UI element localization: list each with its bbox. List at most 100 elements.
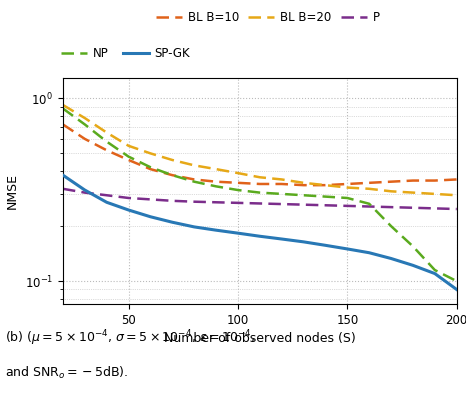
NP bbox=[410, 244, 416, 249]
NP bbox=[432, 268, 438, 273]
NP bbox=[60, 106, 66, 111]
BL B=20 bbox=[432, 191, 438, 196]
SP-GK bbox=[170, 220, 175, 225]
SP-GK bbox=[301, 239, 306, 244]
SP-GK bbox=[454, 287, 459, 292]
NP bbox=[148, 165, 153, 170]
BL B=10 bbox=[301, 183, 306, 188]
SP-GK bbox=[104, 200, 110, 205]
BL B=10 bbox=[104, 148, 110, 153]
P bbox=[432, 206, 438, 211]
BL B=20 bbox=[235, 171, 241, 175]
Text: (b) ($\mu = 5 \times 10^{-4}$, $\sigma = 5 \times 10^{-4}$, $\epsilon = 10^{-4}$: (b) ($\mu = 5 \times 10^{-4}$, $\sigma =… bbox=[5, 328, 255, 348]
BL B=20 bbox=[82, 115, 88, 120]
P bbox=[366, 204, 372, 209]
P bbox=[148, 197, 153, 202]
SP-GK bbox=[410, 263, 416, 268]
BL B=20 bbox=[279, 177, 284, 182]
SP-GK bbox=[60, 173, 66, 177]
NP bbox=[322, 194, 328, 199]
Line: NP: NP bbox=[63, 109, 457, 281]
Legend: NP, SP-GK: NP, SP-GK bbox=[61, 47, 190, 60]
BL B=10 bbox=[148, 167, 153, 172]
NP bbox=[344, 195, 350, 200]
Line: SP-GK: SP-GK bbox=[63, 175, 457, 290]
BL B=20 bbox=[322, 183, 328, 188]
P bbox=[170, 198, 175, 203]
BL B=20 bbox=[148, 151, 153, 156]
BL B=20 bbox=[104, 130, 110, 135]
NP bbox=[126, 154, 131, 159]
SP-GK bbox=[344, 246, 350, 251]
NP bbox=[279, 191, 284, 196]
P bbox=[213, 200, 219, 205]
BL B=10 bbox=[322, 183, 328, 188]
NP bbox=[170, 173, 175, 177]
SP-GK bbox=[148, 214, 153, 219]
NP bbox=[82, 122, 88, 127]
NP bbox=[192, 179, 197, 184]
SP-GK bbox=[257, 234, 262, 239]
BL B=20 bbox=[126, 143, 131, 148]
BL B=10 bbox=[126, 157, 131, 162]
P bbox=[235, 200, 241, 205]
BL B=10 bbox=[82, 136, 88, 141]
P bbox=[388, 205, 394, 210]
SP-GK bbox=[388, 256, 394, 261]
BL B=20 bbox=[257, 175, 262, 180]
BL B=10 bbox=[454, 177, 459, 182]
P bbox=[60, 186, 66, 191]
BL B=10 bbox=[257, 182, 262, 186]
BL B=10 bbox=[213, 179, 219, 184]
BL B=10 bbox=[60, 122, 66, 127]
BL B=20 bbox=[344, 185, 350, 190]
P bbox=[344, 204, 350, 208]
BL B=20 bbox=[170, 157, 175, 162]
P bbox=[322, 203, 328, 208]
NP bbox=[388, 224, 394, 228]
BL B=10 bbox=[432, 178, 438, 183]
BL B=20 bbox=[454, 193, 459, 198]
NP bbox=[301, 193, 306, 198]
SP-GK bbox=[126, 208, 131, 213]
P bbox=[410, 205, 416, 210]
BL B=10 bbox=[410, 178, 416, 183]
P bbox=[454, 206, 459, 211]
SP-GK bbox=[322, 243, 328, 248]
BL B=20 bbox=[301, 180, 306, 185]
BL B=10 bbox=[192, 177, 197, 182]
NP bbox=[366, 201, 372, 206]
X-axis label: Number of observed nodes (S): Number of observed nodes (S) bbox=[164, 332, 356, 345]
BL B=20 bbox=[60, 102, 66, 107]
SP-GK bbox=[235, 231, 241, 235]
SP-GK bbox=[213, 228, 219, 233]
NP bbox=[257, 190, 262, 195]
SP-GK bbox=[366, 250, 372, 255]
BL B=20 bbox=[388, 189, 394, 194]
P bbox=[192, 199, 197, 204]
BL B=20 bbox=[192, 163, 197, 168]
BL B=10 bbox=[235, 180, 241, 185]
NP bbox=[454, 279, 459, 284]
P bbox=[279, 202, 284, 206]
BL B=10 bbox=[279, 182, 284, 186]
P bbox=[126, 195, 131, 200]
BL B=10 bbox=[170, 173, 175, 177]
P bbox=[82, 190, 88, 195]
P bbox=[257, 201, 262, 206]
BL B=10 bbox=[388, 179, 394, 184]
BL B=10 bbox=[366, 180, 372, 185]
Text: and SNR$_o = -5$dB).: and SNR$_o = -5$dB). bbox=[5, 365, 128, 381]
NP bbox=[213, 184, 219, 189]
NP bbox=[104, 139, 110, 144]
SP-GK bbox=[192, 224, 197, 229]
Y-axis label: NMSE: NMSE bbox=[6, 173, 19, 209]
BL B=20 bbox=[410, 190, 416, 195]
SP-GK bbox=[432, 271, 438, 276]
BL B=20 bbox=[366, 186, 372, 191]
Line: BL B=10: BL B=10 bbox=[63, 124, 457, 185]
NP bbox=[235, 188, 241, 193]
BL B=20 bbox=[213, 167, 219, 172]
Line: BL B=20: BL B=20 bbox=[63, 105, 457, 195]
Line: P: P bbox=[63, 189, 457, 209]
